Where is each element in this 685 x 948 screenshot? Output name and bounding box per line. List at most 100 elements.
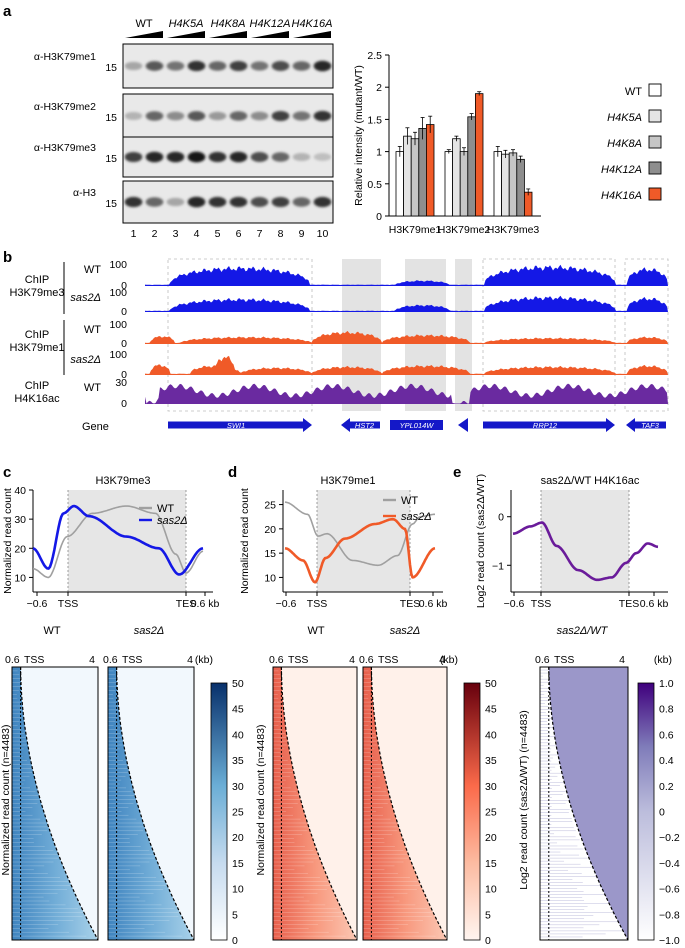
x-tick-label: −0.6 <box>276 598 297 610</box>
coverage-track <box>145 264 668 286</box>
colorbar-blue-tick: 40 <box>232 729 244 741</box>
coverage-track <box>145 383 668 404</box>
colorbar-purple-tick: −0.4 <box>659 858 680 870</box>
chip-target-label: H4K16ac <box>14 393 60 405</box>
heatmap-h3k79me1-wt-tes-boundary <box>280 666 358 941</box>
heatmap-unit: (kb) <box>195 654 213 666</box>
y-axis-label: Normalized read count <box>239 488 251 594</box>
scale-top: 100 <box>109 259 127 271</box>
colorbar-blue-tick: 50 <box>232 678 244 690</box>
colorbar-blue-tick: 0 <box>232 935 238 947</box>
scale-bottom: 0 <box>121 280 127 292</box>
chip-label: ChIP <box>25 329 49 341</box>
colorbar-purple-tick: −1.0 <box>659 935 680 947</box>
y-tick-label: 0.5 <box>367 179 382 191</box>
gene-body-shade <box>68 490 186 592</box>
bar <box>444 151 453 217</box>
profile-title: H3K79me1 <box>320 475 375 487</box>
legend-label: H4K16A <box>601 190 642 202</box>
scale-top: 100 <box>109 319 127 331</box>
blot-band <box>124 111 143 121</box>
gene-extent-box <box>167 258 313 412</box>
colorbar-red-tick: 35 <box>485 755 497 767</box>
dose-triangle <box>125 31 163 38</box>
coverage-track <box>145 295 668 312</box>
blot-band <box>208 151 227 163</box>
chip-target-label: H3K79me1 <box>9 342 64 354</box>
heatmap-axis-start: 0.6 <box>5 654 20 666</box>
size-marker: 15 <box>105 198 117 210</box>
x-tick-label: 0.6 kb <box>191 598 220 610</box>
category-label: H3K79me1 <box>389 224 442 236</box>
bar <box>474 93 484 217</box>
legend-swatch <box>648 135 662 149</box>
gene-name: YPL014W <box>400 421 435 430</box>
x-tick-label: 0.6 kb <box>640 598 669 610</box>
strain-label: WT <box>84 382 101 394</box>
chip-label: ChIP <box>25 274 49 286</box>
heatmap-h3k79me1-wt-frame <box>272 666 358 941</box>
colorbar-purple-tick: −0.2 <box>659 832 680 844</box>
colorbar-red-tick: 0 <box>485 935 491 947</box>
lane-group-label: H4K12A <box>250 18 291 30</box>
heatmap-ratio-signal <box>540 667 628 940</box>
blot-band <box>124 151 143 163</box>
colorbar-purple-tick: −0.8 <box>659 909 680 921</box>
y-tick-label: 20 <box>14 543 26 555</box>
strain-label: sas2Δ <box>70 292 101 304</box>
y-axis-label: Normalized read count <box>2 488 14 594</box>
scale-bottom: 0 <box>121 398 127 410</box>
colorbar-purple-tick: 0.2 <box>659 781 674 793</box>
y-tick-label: 2 <box>376 82 382 94</box>
dose-triangle <box>209 31 247 38</box>
blot-band <box>250 111 269 121</box>
bar <box>395 151 404 217</box>
gene-name: HST2 <box>355 421 375 430</box>
blot-band <box>166 151 185 163</box>
heatmap-axis-start: 0.6 <box>269 654 284 666</box>
heatmap-axis-start: 0.6 <box>103 654 118 666</box>
heatmap-axis-start: 0.6 <box>535 654 550 666</box>
size-marker: 15 <box>105 112 117 124</box>
blot-band <box>250 197 269 207</box>
heatmap-h3k79me3-wt-tes-boundary <box>20 666 99 941</box>
lane-number: 4 <box>194 228 200 240</box>
colorbar-purple-tick: 0 <box>659 807 665 819</box>
dose-triangle <box>167 31 205 38</box>
bar <box>418 128 427 217</box>
lane-number: 5 <box>215 228 221 240</box>
dose-triangle <box>251 31 289 38</box>
bar <box>410 138 420 217</box>
y-tick-label: 0 <box>498 512 504 524</box>
colorbar-red <box>463 682 481 941</box>
bar <box>425 124 435 217</box>
blot-band <box>145 151 164 163</box>
antibody-label: α-H3 <box>73 187 96 199</box>
blot-band <box>208 111 227 121</box>
gene-row-label: Gene <box>82 421 109 433</box>
legend-swatch <box>648 161 662 175</box>
blot-band <box>313 110 332 122</box>
lane-number: 2 <box>152 228 158 240</box>
lane-number: 6 <box>236 228 242 240</box>
panel-label-d: d <box>228 464 237 481</box>
heatmap-h3k79me3-sas2-signal <box>108 667 194 940</box>
category-label: H3K79me2 <box>438 224 491 236</box>
lane-group-label: WT <box>135 18 152 30</box>
colorbar-red-tick: 30 <box>485 781 497 793</box>
blot-band <box>166 197 185 207</box>
blot-band <box>145 61 164 71</box>
blot-band <box>292 152 311 162</box>
colorbar-blue-tick: 15 <box>232 858 244 870</box>
gene-arrow <box>341 418 380 432</box>
colorbar-purple <box>637 682 655 941</box>
scale-bottom: 0 <box>121 306 127 318</box>
legend-label-sas2: sas2Δ <box>157 515 188 527</box>
y-tick-label: 30 <box>14 514 26 526</box>
panel-label-e: e <box>453 464 461 481</box>
blot-band <box>271 196 290 208</box>
western-blot-panel: WT H4K5A H4K8A H4K12A H4K16Aα-H3K79me115α-H3… <box>34 18 334 240</box>
x-tick-label: TSS <box>307 598 327 610</box>
